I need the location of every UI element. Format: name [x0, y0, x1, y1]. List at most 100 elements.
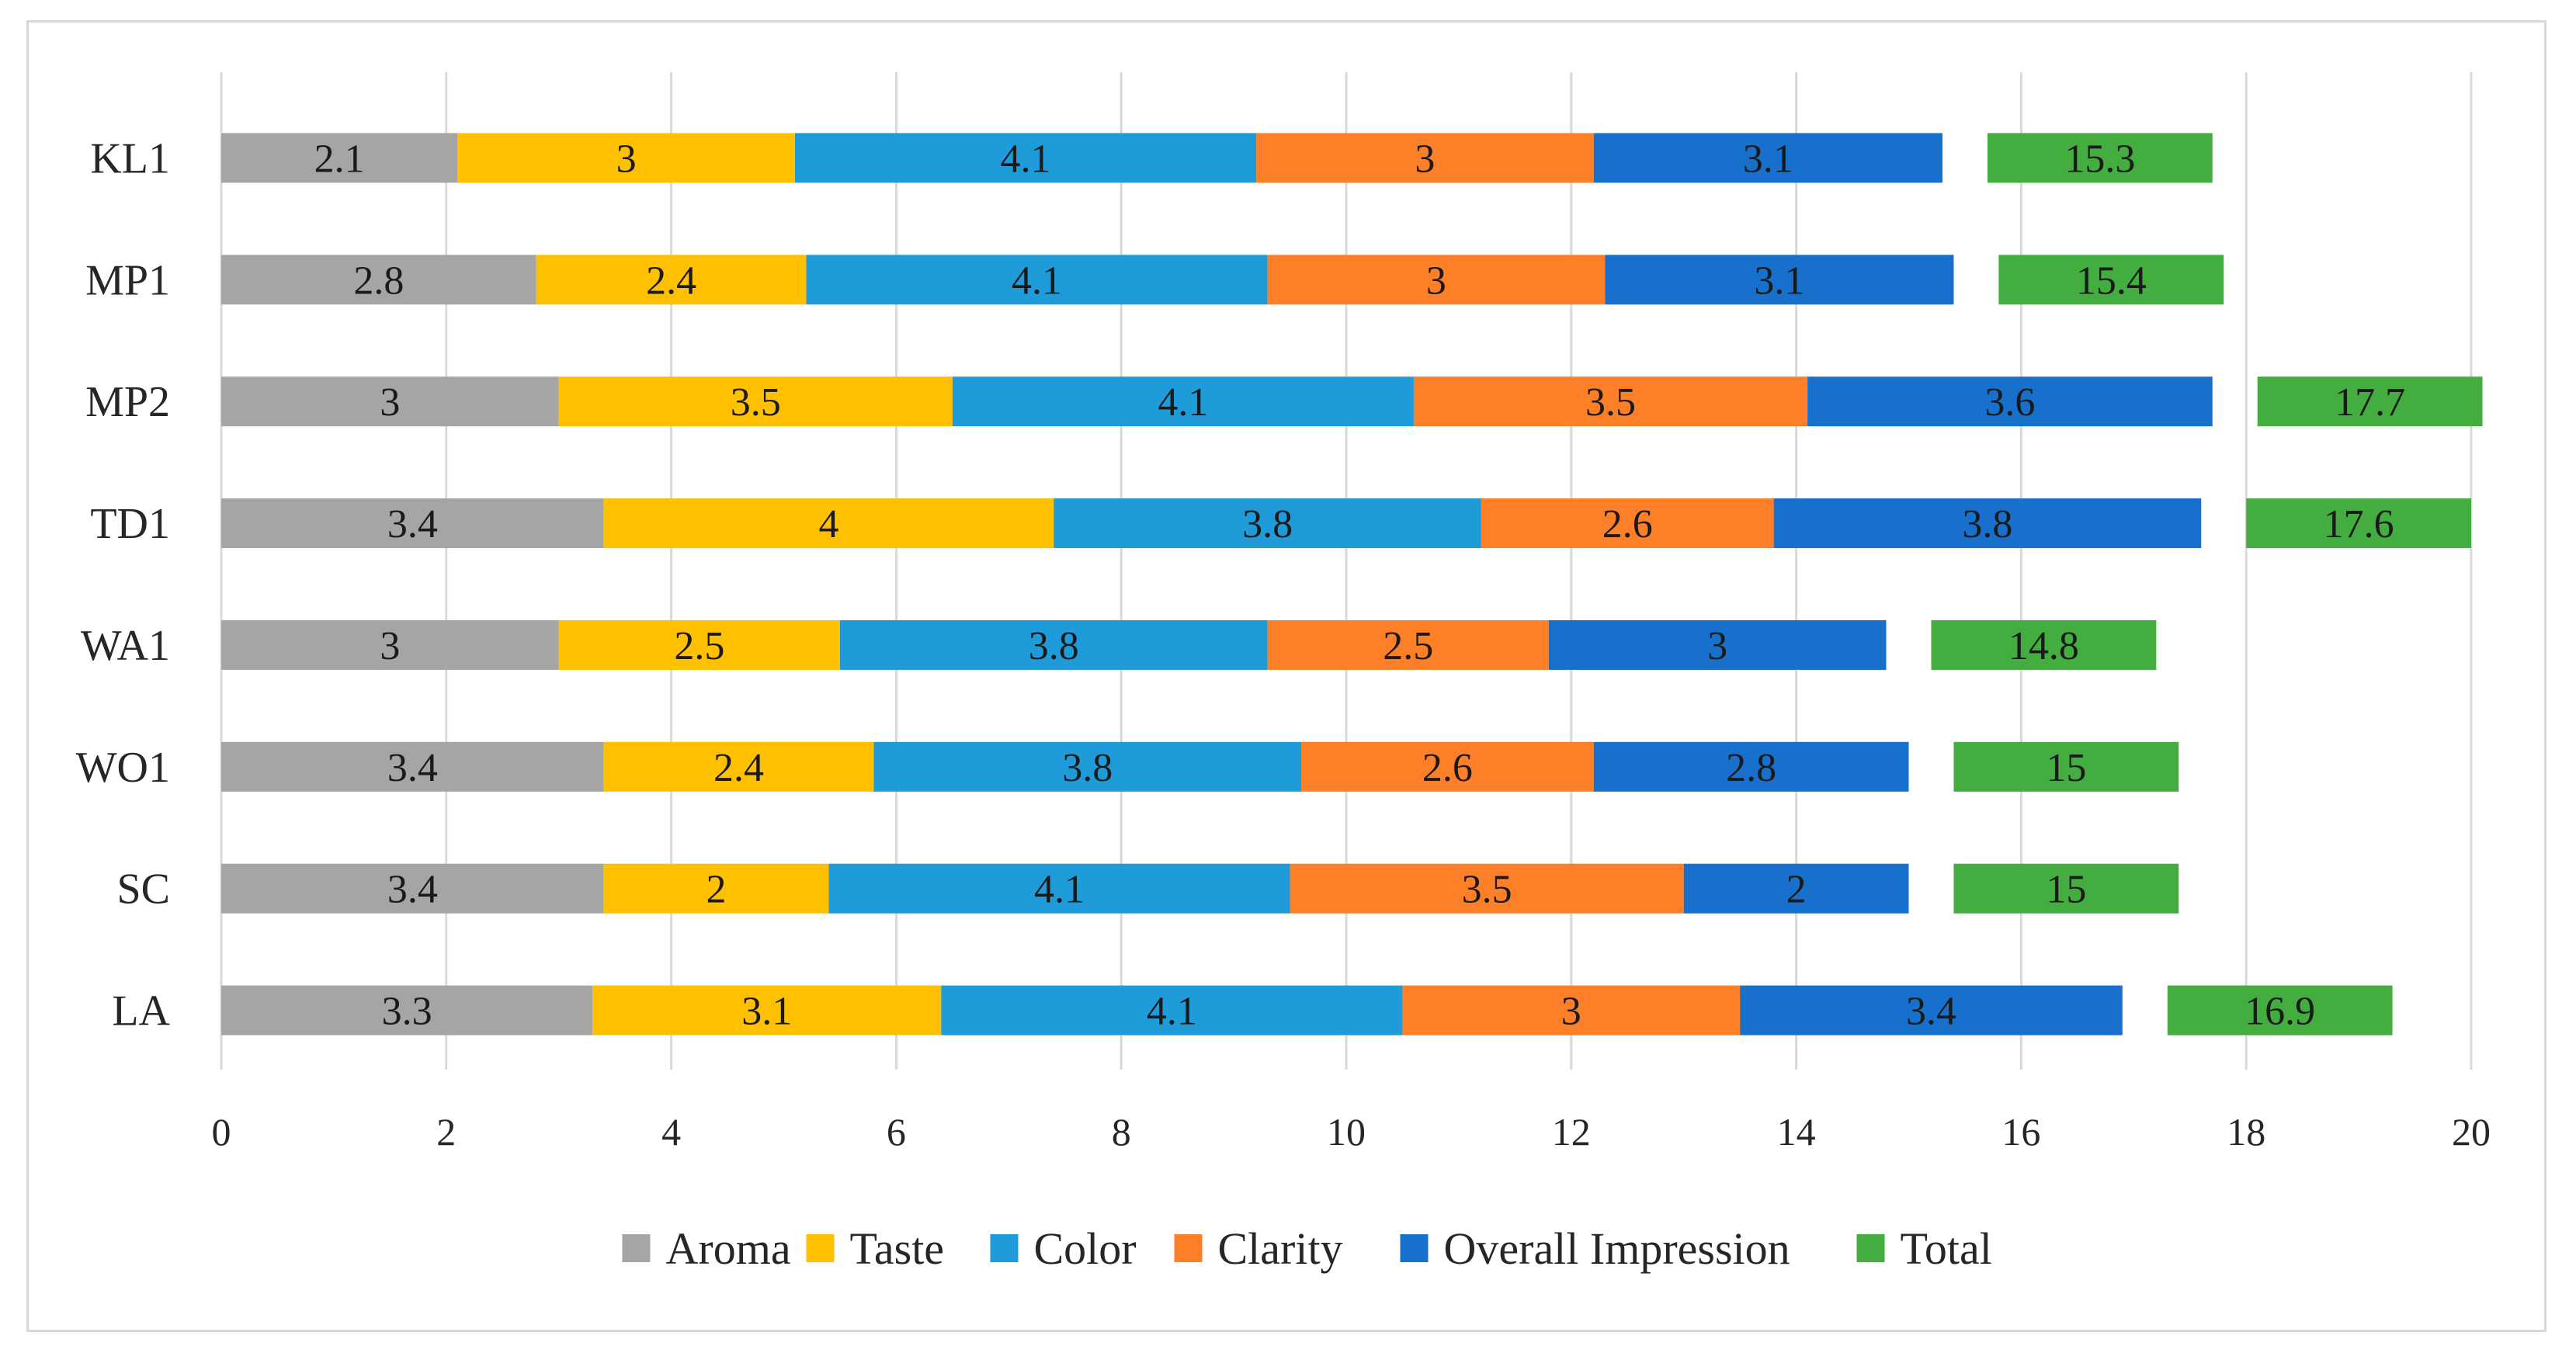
data-label: 3.8	[1029, 624, 1079, 668]
bar-segment-total	[2167, 985, 2393, 1036]
category-label: LA	[112, 987, 170, 1036]
bar-segment-color	[806, 255, 1268, 305]
bar-segment-total	[2246, 498, 2471, 549]
bar-segment-total	[2257, 376, 2483, 427]
data-label: 2.6	[1602, 502, 1653, 546]
bar-segment-color	[941, 985, 1403, 1036]
data-label: 4.1	[1034, 868, 1085, 912]
data-label-total: 16.9	[2244, 990, 2315, 1034]
bar-segment-aroma	[221, 863, 604, 914]
data-label: 4.1	[1012, 258, 1062, 303]
x-tick-label: 6	[887, 1110, 906, 1154]
bar-segment-total	[1998, 255, 2224, 305]
bar-segment-aroma	[221, 985, 593, 1036]
data-label: 3.8	[1062, 746, 1113, 790]
data-label: 2.1	[314, 137, 365, 181]
x-tick-label: 8	[1112, 1110, 1131, 1154]
legend-item-total: Total	[1856, 1223, 1992, 1274]
category-label: SC	[117, 866, 171, 914]
bar-segment-taste	[558, 376, 953, 427]
data-label: 2.5	[1383, 624, 1433, 668]
data-label: 3	[1426, 258, 1446, 303]
bar-segment-taste	[558, 619, 840, 670]
data-label: 2.8	[353, 258, 404, 303]
bar-segment-taste	[457, 133, 795, 183]
legend-label: Aroma	[666, 1223, 791, 1274]
data-label: 2.4	[713, 746, 764, 790]
data-label-total: 17.6	[2324, 502, 2394, 546]
data-label: 3.1	[1754, 258, 1804, 303]
bar-segment-clarity	[1267, 255, 1606, 305]
bar-segment-clarity	[1301, 741, 1594, 792]
bar-segment-overall-impression	[1773, 498, 2202, 549]
x-tick-label: 2	[436, 1110, 456, 1154]
data-label: 3	[616, 137, 637, 181]
bar-segment-taste	[603, 498, 1054, 549]
x-tick-label: 18	[2227, 1110, 2265, 1154]
legend-swatch	[1856, 1234, 1885, 1262]
legend-item-taste: Taste	[806, 1223, 945, 1274]
data-label: 3.5	[731, 380, 781, 425]
data-label: 3.3	[382, 990, 432, 1034]
legend-swatch	[806, 1234, 835, 1262]
category-label: MP1	[85, 256, 170, 304]
legend-swatch	[1174, 1234, 1203, 1262]
legend-item-color: Color	[990, 1223, 1137, 1274]
bar-segment-color	[952, 376, 1414, 427]
bar-segment-taste	[592, 985, 942, 1036]
legend-swatch	[622, 1234, 651, 1262]
data-label: 3.4	[387, 868, 438, 912]
bar-segment-overall-impression	[1593, 133, 1942, 183]
data-label: 3.5	[1462, 868, 1512, 912]
data-label: 2.5	[674, 624, 724, 668]
bars	[221, 133, 2483, 1036]
bar-segment-total	[1953, 741, 2179, 792]
bar-segment-overall-impression	[1593, 741, 1909, 792]
bar-segment-taste	[536, 255, 807, 305]
data-label: 3	[1561, 990, 1581, 1034]
bar-segment-taste	[603, 863, 829, 914]
legend-item-aroma: Aroma	[622, 1223, 791, 1274]
bar-segment-aroma	[221, 741, 604, 792]
data-label: 4	[818, 502, 838, 546]
bar-segment-clarity	[1402, 985, 1741, 1036]
data-label: 4.1	[1001, 137, 1051, 181]
bar-segment-color	[839, 619, 1268, 670]
bar-segment-overall-impression	[1740, 985, 2123, 1036]
category-label: MP2	[85, 378, 170, 426]
bar-segment-overall-impression	[1605, 255, 1954, 305]
bar-segment-taste	[603, 741, 874, 792]
legend: Aroma Taste Color Clarity Overall Impression…	[622, 1223, 1992, 1274]
data-label: 3.5	[1585, 380, 1636, 425]
data-label: 3	[380, 380, 400, 425]
bar-segment-aroma	[221, 376, 559, 427]
data-label: 2	[1786, 868, 1807, 912]
gridlines	[220, 72, 2473, 1070]
bar-segment-total	[1987, 133, 2213, 183]
category-label: KL1	[90, 134, 170, 182]
legend-label: Taste	[850, 1223, 945, 1274]
x-tick-label: 10	[1327, 1110, 1366, 1154]
data-labels: 2.1 3 4.1 3 3.1 15.3 2.8 2.4 4.1 3 3.1 15.4 3 3.5 4.1 3…	[314, 137, 2405, 1033]
data-label: 3.6	[1984, 380, 2035, 425]
legend-label: Total	[1901, 1223, 1992, 1274]
data-label: 3.4	[387, 502, 438, 546]
x-tick-label: 20	[2452, 1110, 2491, 1154]
data-label-total: 14.8	[2008, 624, 2079, 668]
bar-segment-clarity	[1290, 863, 1684, 914]
legend-item-overall-impression: Overall Impression	[1400, 1223, 1790, 1274]
legend-label: Color	[1034, 1223, 1137, 1274]
data-label: 4.1	[1147, 990, 1197, 1034]
value-axis: 0 2 4 6 8 10 12 14 16 18 20	[212, 1110, 2491, 1154]
x-tick-label: 12	[1552, 1110, 1591, 1154]
bar-segment-clarity	[1267, 619, 1549, 670]
category-label: WO1	[76, 744, 170, 792]
legend-swatch	[990, 1234, 1019, 1262]
data-label: 3	[1415, 137, 1435, 181]
bar-segment-clarity	[1413, 376, 1808, 427]
bar-segment-total	[1953, 863, 2179, 914]
data-label: 3.1	[741, 990, 792, 1034]
category-axis: KL1 MP1 MP2 TD1 WA1 WO1 SC LA	[76, 134, 171, 1035]
data-label: 3.4	[1906, 990, 1956, 1034]
x-tick-label: 4	[661, 1110, 681, 1154]
